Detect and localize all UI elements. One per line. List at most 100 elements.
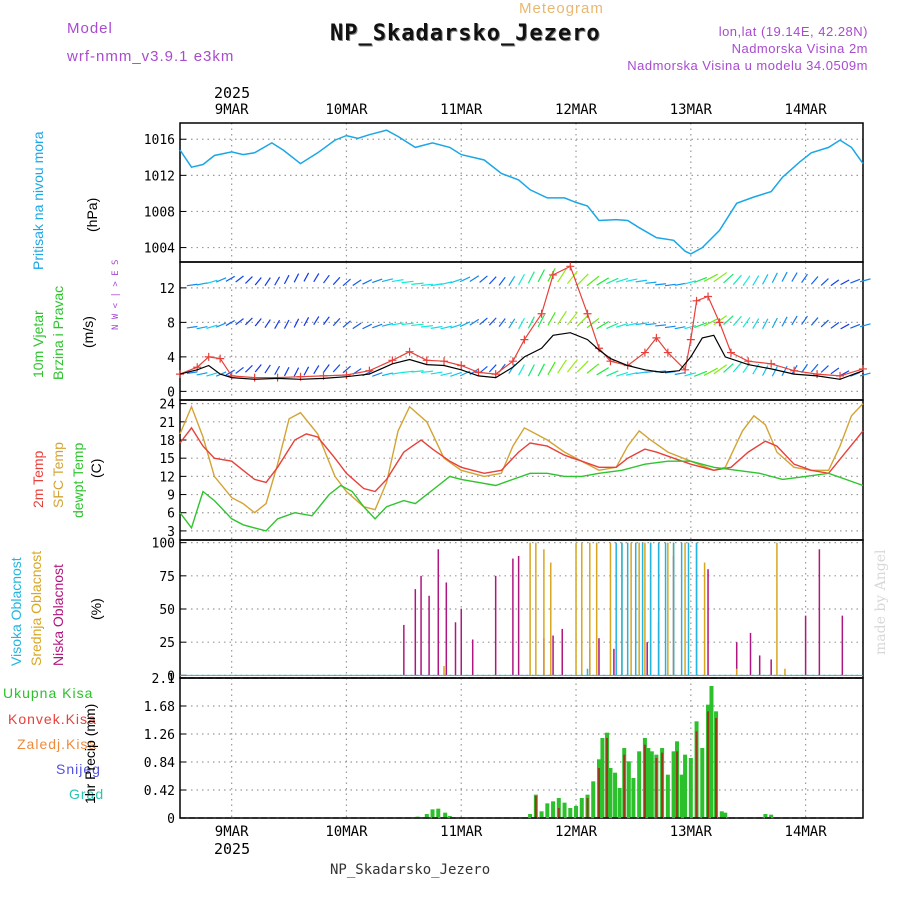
wind-arrow — [518, 364, 525, 376]
wind-gust-marker — [250, 373, 259, 382]
wind-arrow — [655, 283, 667, 286]
day-label-bottom: 13MAR — [670, 824, 713, 840]
temp2m-ylabel: 2m Temp — [30, 450, 46, 508]
wind-arrow — [274, 319, 281, 330]
wind-arrow — [283, 366, 290, 377]
wind-gust-marker — [204, 352, 213, 361]
wind-arrow — [303, 272, 310, 282]
precip-bar-total — [447, 816, 452, 818]
wind-arrow — [186, 283, 198, 287]
wind-gust-marker — [704, 292, 713, 301]
precip-bar-total — [679, 774, 684, 818]
wind-arrow — [655, 324, 667, 327]
precip-bar-total — [763, 814, 768, 818]
precip-bar-total — [579, 798, 584, 818]
y-tick-label: 1016 — [144, 133, 175, 148]
day-label-top: 10MAR — [325, 102, 368, 118]
pressure-ylabel: Pritisak na nivou mora — [30, 131, 46, 270]
wind-gust-marker — [440, 357, 449, 366]
wind-gust-marker — [474, 368, 483, 377]
wind-arrow — [684, 325, 696, 330]
wind-arrow — [674, 326, 686, 330]
wind-arrow — [771, 317, 778, 329]
wind-arrow — [479, 317, 488, 325]
wind-arrow — [498, 318, 506, 328]
wind-arrow — [372, 278, 383, 284]
wind-arrow — [723, 273, 734, 284]
precip-conv-label: Konvek.Kisa — [8, 711, 97, 727]
wind-arrow — [674, 282, 686, 286]
wind-arrow — [723, 315, 734, 326]
wind-arrow — [342, 320, 351, 328]
precip-bar-total — [574, 806, 579, 818]
credit-label: made by Angel — [873, 549, 889, 656]
lonlat-label: lon,lat (19.14E, 42.28N) — [718, 24, 868, 39]
wind-arrow — [859, 278, 871, 283]
wind-arrow — [206, 279, 218, 285]
wind-arrow — [332, 276, 341, 286]
wind-arrow — [810, 276, 819, 285]
wind-arrow — [762, 365, 769, 376]
wind-arrow — [254, 364, 262, 373]
wind-arrow — [391, 371, 404, 375]
wind-gust-marker — [566, 262, 575, 271]
y-tick-label: 25 — [159, 636, 175, 651]
wind-arrow — [576, 314, 589, 327]
wind-arrow — [742, 317, 751, 328]
precip-bar-conv — [655, 758, 658, 818]
wind-gust-marker — [640, 348, 649, 357]
wind-arrow — [703, 273, 718, 282]
wind-arrow — [527, 316, 535, 329]
wind-gust-marker — [216, 354, 225, 363]
wind-arrow — [732, 362, 742, 373]
wind-arrow — [674, 371, 686, 376]
wind-arrow — [332, 364, 341, 373]
precip-bar-total — [649, 751, 654, 818]
wind-arrow — [537, 363, 545, 377]
wind-arrow — [430, 371, 443, 375]
y-tick-label: 75 — [159, 570, 175, 585]
precip-bar-conv — [597, 768, 600, 818]
wind-arrow — [293, 273, 300, 283]
sfc-ylabel: SFC Temp — [50, 442, 66, 508]
wind-gust-marker — [790, 366, 799, 375]
wind-arrow — [245, 364, 253, 373]
wind-arrow — [420, 325, 434, 328]
wind-arrow — [703, 318, 718, 327]
precip-bar-total — [424, 814, 429, 818]
wind-arrow — [362, 279, 372, 285]
wind-gust-marker — [549, 270, 558, 279]
y-tick-label: 9 — [167, 489, 175, 504]
y-tick-label: 1008 — [144, 205, 175, 220]
wind-arrow — [850, 323, 861, 329]
wind-arrow — [810, 317, 819, 326]
wind-arrow — [625, 278, 638, 282]
y-tick-label: 6 — [167, 507, 175, 522]
product-title: Meteogram — [519, 0, 604, 17]
wind-gust-marker — [457, 361, 466, 370]
dewpt-ylabel: dewpt Temp — [70, 442, 86, 518]
wind-gust-marker — [388, 356, 397, 365]
wind-arrow — [440, 325, 453, 330]
station-title: NP_Skadarsko_Jezero — [330, 21, 601, 46]
precip-bar-conv — [715, 718, 718, 818]
wind-arrow — [830, 279, 840, 287]
wind-arrow — [323, 316, 330, 326]
year-bottom: 2025 — [214, 840, 251, 858]
precip-unit: 1hr Precip (mm) — [82, 703, 98, 804]
wind-arrow — [713, 364, 728, 375]
wind-arrow — [547, 312, 556, 326]
wind-gust-marker — [273, 373, 282, 382]
day-label-top: 13MAR — [670, 102, 713, 118]
wind-arrow — [606, 370, 619, 377]
precip-bar-total — [415, 816, 420, 818]
precip-bar-conv — [623, 754, 626, 818]
wind-arrow — [303, 366, 310, 376]
wind-arrow — [293, 318, 300, 328]
temp2m-line — [179, 426, 864, 493]
wind-arrow — [566, 359, 578, 373]
model-label: Model — [67, 20, 113, 37]
precip-bar-total — [562, 802, 567, 818]
wind-arrow — [850, 278, 861, 284]
wind-arrow — [206, 372, 218, 377]
